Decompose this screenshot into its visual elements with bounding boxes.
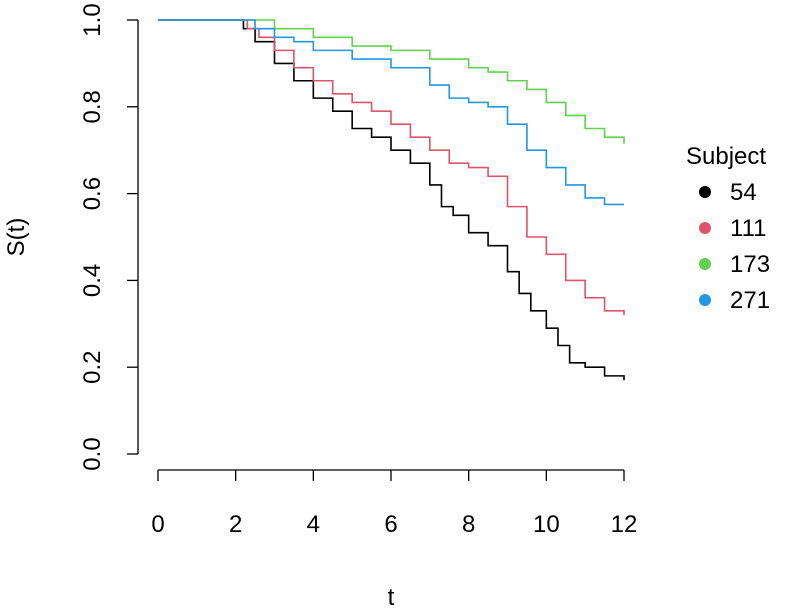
legend-marker-173 xyxy=(699,258,711,270)
legend: Subject 54 111 173 271 xyxy=(686,143,770,314)
legend-label-271: 271 xyxy=(730,287,770,314)
legend-title: Subject xyxy=(686,143,766,170)
series-line-173 xyxy=(158,19,625,144)
legend-marker-271 xyxy=(699,294,711,306)
x-tick-label: 4 xyxy=(307,511,320,538)
y-tick-label: 0.0 xyxy=(79,437,106,470)
series-line-271 xyxy=(158,19,624,206)
axes: 0 2 4 6 8 10 12 0.0 0.2 0.4 0.6 0.8 1.0 xyxy=(79,3,637,538)
plot-area xyxy=(158,19,625,381)
x-tick-label: 0 xyxy=(151,511,164,538)
x-tick-label: 6 xyxy=(384,511,397,538)
series-line-54 xyxy=(158,19,625,381)
x-tick-label: 10 xyxy=(533,511,560,538)
y-tick-label: 0.6 xyxy=(79,177,106,210)
y-tick-label: 1.0 xyxy=(79,3,106,36)
legend-label-54: 54 xyxy=(730,179,757,206)
x-tick-label: 8 xyxy=(462,511,475,538)
y-tick-label: 0.2 xyxy=(79,351,106,384)
y-tick-label: 0.4 xyxy=(79,264,106,297)
y-tick-label: 0.8 xyxy=(79,90,106,123)
x-tick-label: 12 xyxy=(611,511,638,538)
x-axis-title: t xyxy=(388,584,395,610)
legend-label-173: 173 xyxy=(730,251,770,278)
legend-marker-111 xyxy=(699,222,711,234)
x-tick-label: 2 xyxy=(229,511,242,538)
y-axis-title: S(t) xyxy=(3,218,30,257)
legend-marker-54 xyxy=(699,186,711,198)
legend-label-111: 111 xyxy=(730,215,766,242)
series-line-111 xyxy=(158,19,625,316)
